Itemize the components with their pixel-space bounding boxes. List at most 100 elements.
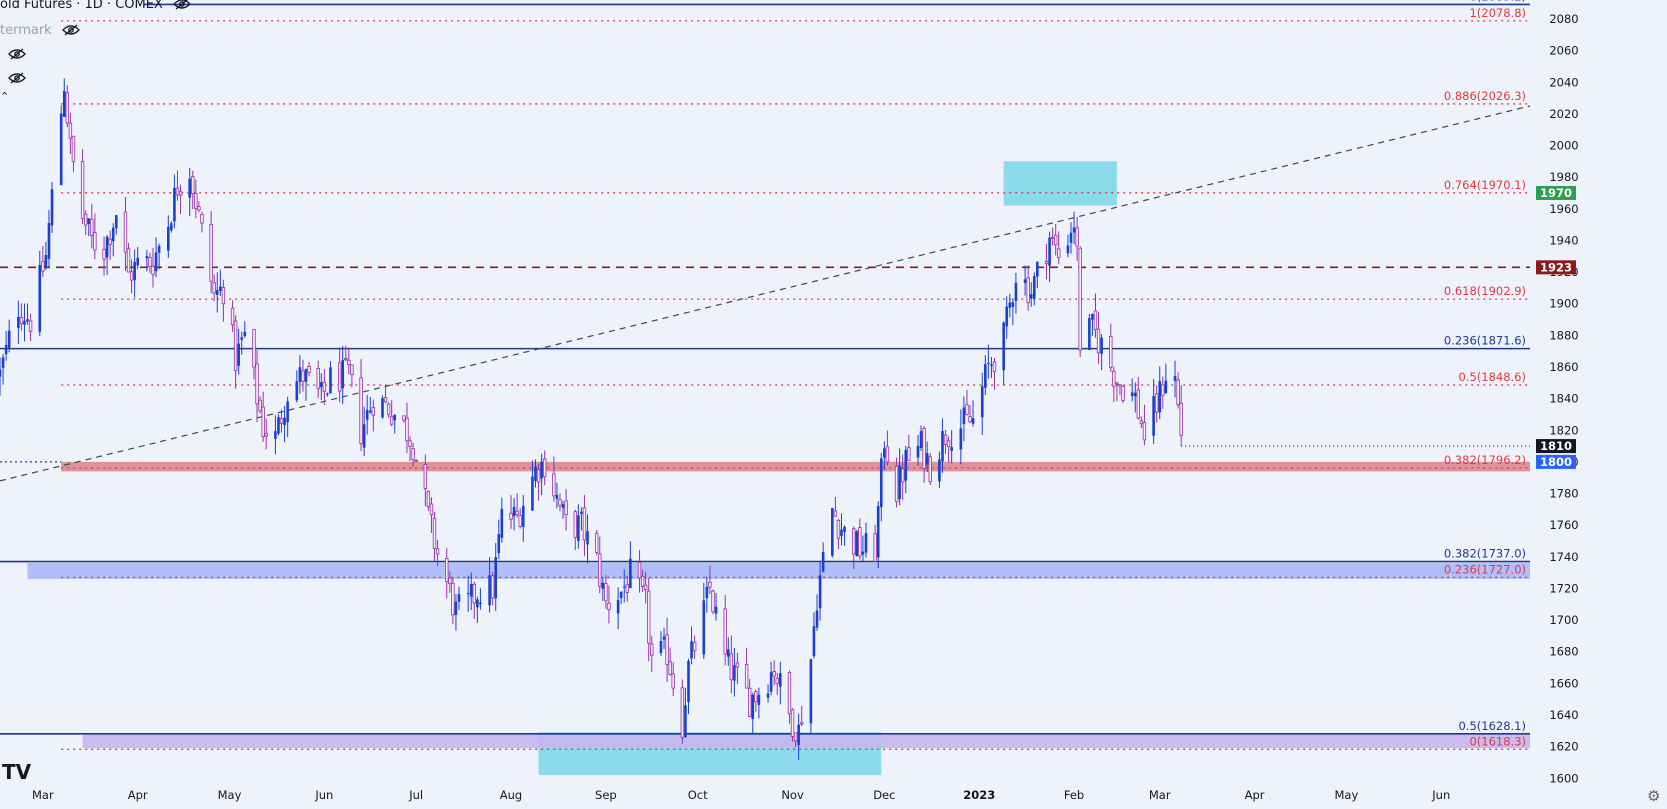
candle — [423, 454, 428, 507]
candle — [237, 328, 240, 375]
candle — [515, 493, 519, 518]
price-tick-label: 1780 — [1549, 487, 1578, 501]
candle-body — [577, 515, 580, 541]
candle-body — [451, 582, 455, 616]
candle — [47, 209, 51, 267]
candle-body — [1176, 379, 1180, 406]
candle — [188, 167, 192, 217]
tradingview-logo: TV — [2, 760, 32, 784]
candle — [769, 661, 773, 696]
candle-body — [414, 460, 418, 463]
candle-body — [885, 446, 890, 463]
time-tick-label: Mar — [32, 788, 54, 802]
candle-body — [1136, 389, 1141, 419]
candle — [488, 557, 491, 613]
price-tick-label: 2060 — [1549, 44, 1578, 58]
price-badge-text: 1970 — [1540, 186, 1572, 200]
candle-body — [858, 527, 862, 557]
time-tick-label: Jun — [1431, 788, 1450, 802]
candle — [757, 687, 761, 719]
candle — [4, 330, 8, 361]
zone-1730-blue — [27, 563, 1530, 579]
candle-body — [1048, 237, 1051, 266]
price-tick-label: 1900 — [1549, 297, 1578, 311]
hide-watermark-eye-icon[interactable] — [61, 24, 80, 36]
candle — [1050, 227, 1055, 246]
candle — [167, 215, 170, 259]
candle-body — [790, 709, 795, 737]
candle-body — [671, 673, 675, 689]
candle — [751, 692, 755, 735]
candle-body — [821, 552, 825, 572]
candle-body — [793, 732, 798, 742]
candle — [665, 617, 669, 682]
candle — [283, 405, 286, 443]
hide-indicator-2-eye-icon[interactable] — [8, 72, 26, 84]
candle — [178, 184, 183, 214]
candle-body — [1154, 393, 1159, 413]
candle-body — [68, 122, 73, 139]
candle — [454, 593, 458, 631]
candle — [775, 672, 779, 695]
candle — [625, 575, 629, 602]
candle-body — [729, 653, 734, 681]
candle — [744, 647, 749, 689]
candle-body — [831, 508, 834, 556]
candle — [307, 361, 311, 377]
candle-body — [705, 586, 709, 599]
candle — [980, 372, 984, 435]
candle-body — [647, 590, 651, 644]
candle-body — [990, 364, 993, 366]
candle-body — [515, 510, 519, 515]
candle — [383, 384, 388, 404]
candle — [209, 211, 213, 294]
price-tick-label: 1940 — [1549, 233, 1578, 247]
candle-body — [879, 458, 883, 508]
candle — [129, 259, 134, 294]
candle — [946, 436, 951, 463]
time-tick-label: Jun — [314, 788, 333, 802]
candle — [598, 536, 602, 594]
candle — [1026, 265, 1030, 311]
candle-body — [629, 558, 632, 589]
candle — [1115, 382, 1119, 402]
candle — [274, 415, 277, 455]
candle — [965, 389, 969, 416]
candle — [221, 279, 226, 322]
candle-body — [90, 218, 94, 236]
candle-body — [1118, 384, 1122, 387]
time-tick-label: Nov — [781, 788, 804, 802]
candle-body — [898, 465, 901, 499]
gear-icon[interactable]: ⚙ — [1647, 788, 1661, 805]
candle-body — [341, 359, 345, 389]
candle — [793, 732, 798, 747]
candle — [840, 513, 843, 546]
candle — [540, 453, 543, 496]
price-badge-text: 1923 — [1540, 260, 1572, 274]
candle — [943, 429, 948, 455]
collapse-legend-chevron-icon[interactable]: ⌃ — [0, 91, 10, 103]
candle-body — [665, 634, 669, 665]
candle — [1154, 385, 1159, 423]
candle — [711, 589, 715, 615]
candle — [836, 518, 841, 550]
candle — [662, 627, 666, 650]
candle — [904, 445, 908, 494]
candle-body — [531, 476, 534, 511]
candle — [469, 572, 473, 611]
candle — [59, 105, 63, 186]
candle — [457, 586, 461, 610]
candle-body — [619, 591, 623, 599]
candle-body — [105, 236, 109, 258]
candle-body — [536, 469, 541, 483]
hide-indicator-1-eye-icon[interactable] — [8, 48, 26, 60]
hide-eye-icon[interactable] — [172, 0, 191, 10]
candle-body — [1130, 392, 1134, 397]
price-badge-1923 — [1536, 260, 1576, 275]
candle — [108, 230, 112, 260]
time-tick-label: Aug — [500, 788, 522, 802]
candle — [735, 652, 740, 684]
candle — [93, 213, 97, 260]
